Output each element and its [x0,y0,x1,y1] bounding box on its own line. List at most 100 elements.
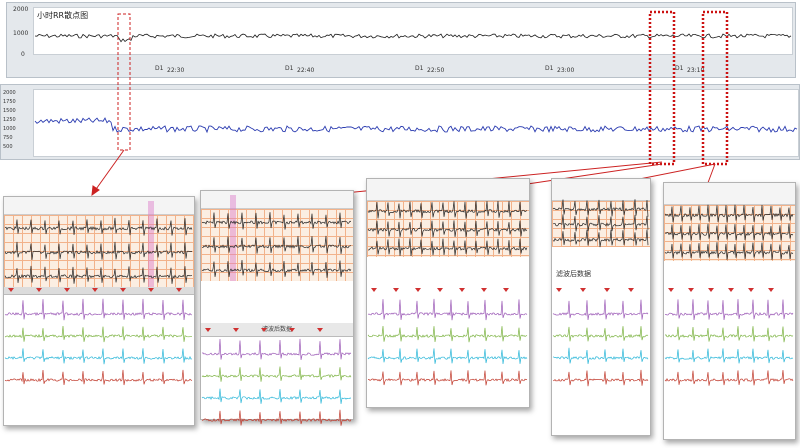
beat-marker [233,328,239,332]
filtered-data-bar: 滤波后数据 [201,323,353,337]
filtered-lead-trace [664,369,794,386]
beat-marker [92,288,98,292]
ecg-trace [367,220,528,238]
ecg-trace [201,212,352,230]
beat-marker [556,288,562,292]
ecg-trace [664,223,794,241]
beat-marker [8,288,14,292]
ecg-grid [4,215,194,287]
ecg-trace [4,265,193,284]
beat-marker [708,288,714,292]
trend-y-tick-5: 750 [3,135,13,141]
filtered-lead-trace [201,338,352,360]
rr-trend-trace [34,117,798,134]
y-tick-1000: 1000 [13,30,29,37]
time-day-2: D1 [285,65,294,72]
beat-marker [36,288,42,292]
scroll-bar[interactable] [4,287,194,295]
ecg-trace [367,238,528,257]
beat-label-row [4,197,194,215]
ecg-trace [367,200,528,219]
ecg-trace [552,199,649,217]
ecg-trace [201,259,352,278]
beat-highlight [230,195,236,281]
ecg-trace [664,204,794,223]
filtered-lead-trace [4,298,193,321]
highlight-box-dashed [117,13,131,151]
time-day-4: D1 [545,65,554,72]
beat-marker [748,288,754,292]
beat-marker [481,288,487,292]
y-tick-2000: 2000 [13,6,29,13]
beat-marker [688,288,694,292]
beat-marker [628,288,634,292]
beat-marker [728,288,734,292]
filtered-lead-trace [368,370,528,386]
time-day-5: D1 [675,65,684,72]
filtered-lead-trace [201,366,352,382]
rr-trend-plot[interactable] [33,89,799,157]
time-clock-1: 22:30 [167,67,185,74]
beat-marker [580,288,586,292]
beat-marker [503,288,509,292]
time-day-1: D1 [155,65,164,72]
filtered-lead-trace [4,369,193,386]
beat-label-row [664,183,795,205]
filtered-lead-trace [664,348,794,364]
trend-y-tick-4: 1000 [3,126,16,132]
filtered-lead-trace [367,348,528,365]
rr-trend-panel: 2000 1750 1500 1250 1000 750 500 [0,84,800,160]
filtered-data-label-2: 滤波后数据 [556,270,591,278]
filtered-lead-trace [367,298,528,321]
ecg-trace [552,229,649,248]
beat-label-row [201,191,353,209]
beat-marker [120,288,126,292]
trend-y-tick-0: 2000 [3,90,16,96]
beat-marker [437,288,443,292]
beat-highlight [148,201,154,287]
beat-marker [459,288,465,292]
ecg-crop-1[interactable] [3,196,195,426]
beat-label-row [367,179,529,201]
filtered-lead-trace [367,325,528,343]
time-clock-3: 22:50 [427,67,445,74]
filtered-lead-trace [201,409,352,426]
hour-scatter-panel: 小时RR散点图 2000 1000 0 D1 22:30 D1 22:40 D1… [6,2,796,78]
filtered-lead-trace [552,326,649,342]
beat-marker [176,288,182,292]
trend-y-tick-1: 1750 [3,99,16,105]
trend-y-tick-2: 1500 [3,108,16,114]
filtered-lead-trace [4,348,193,365]
beat-marker [289,328,295,332]
time-clock-5: 23:10 [687,67,705,74]
time-clock-2: 22:40 [297,67,315,74]
trend-y-tick-3: 1250 [3,117,16,123]
beat-marker [393,288,399,292]
ecg-trace [552,214,649,232]
ecg-trace [664,242,794,260]
beat-marker [261,328,267,332]
filtered-lead-trace [664,326,794,343]
beat-marker [205,328,211,332]
beat-marker [371,288,377,292]
filtered-lead-trace [4,325,192,343]
beat-label-row [552,179,650,201]
filtered-lead-trace [664,299,794,321]
beat-marker [668,288,674,292]
beat-marker [415,288,421,292]
ecg-crop-3[interactable] [366,178,530,408]
filtered-lead-trace [552,347,649,364]
trend-y-tick-6: 500 [3,144,13,150]
beat-marker [148,288,154,292]
beat-marker [768,288,774,292]
hour-scatter-plot[interactable] [33,7,793,55]
time-clock-4: 23:00 [557,67,575,74]
ecg-trace [4,241,193,260]
filtered-lead-trace [201,388,352,404]
beat-marker [317,328,323,332]
filtered-lead-trace [552,369,649,387]
hour-scatter-trace [34,33,792,43]
beat-marker [604,288,610,292]
